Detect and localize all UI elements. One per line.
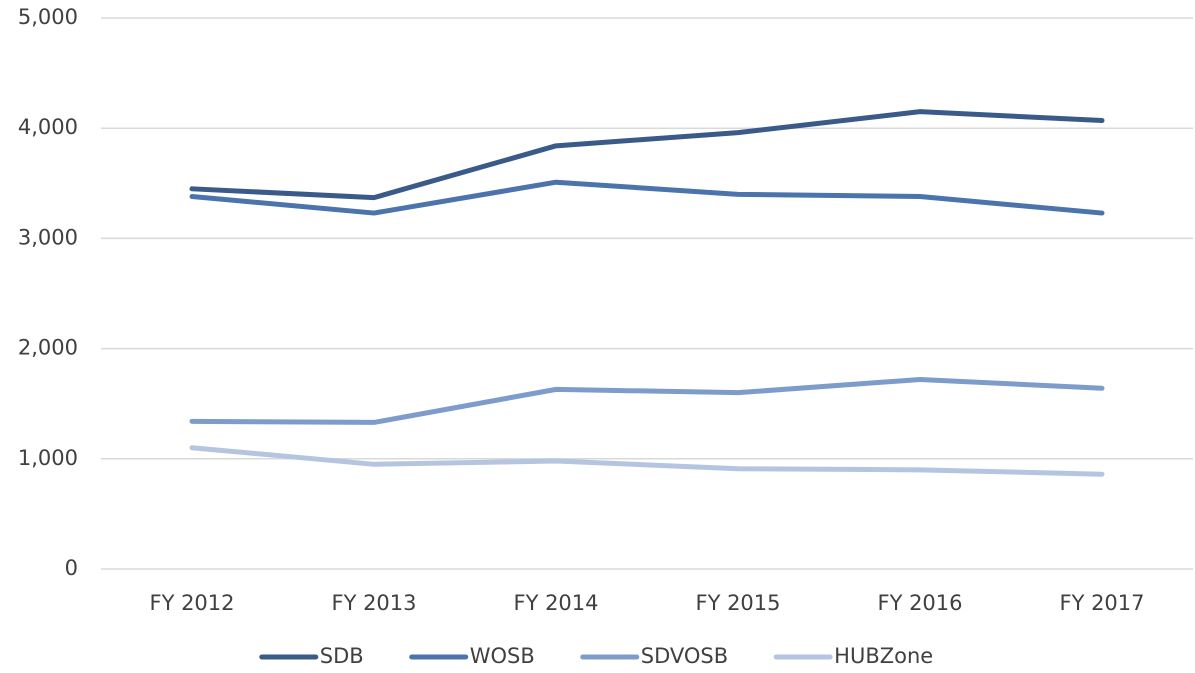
series-line: [189, 376, 1105, 425]
legend-label: HUBZone: [834, 644, 933, 668]
y-tick-label: 3,000: [18, 225, 78, 249]
legend-label: SDVOSB: [641, 644, 728, 668]
series-line: [189, 179, 1105, 216]
x-tick-label: FY 2016: [877, 591, 962, 615]
x-tick-label: FY 2017: [1059, 591, 1144, 615]
legend-label: WOSB: [470, 644, 535, 668]
y-tick-label: 0: [65, 556, 78, 580]
series-line: [189, 445, 1105, 477]
series-line: [189, 109, 1105, 201]
x-tick-label: FY 2012: [149, 591, 234, 615]
y-tick-label: 4,000: [18, 115, 78, 139]
y-tick-label: 5,000: [18, 5, 78, 29]
x-tick-label: FY 2014: [513, 591, 598, 615]
y-tick-label: 1,000: [18, 446, 78, 470]
x-tick-label: FY 2013: [331, 591, 416, 615]
legend-label: SDB: [320, 644, 364, 668]
y-tick-label: 2,000: [18, 336, 78, 360]
x-tick-label: FY 2015: [695, 591, 780, 615]
